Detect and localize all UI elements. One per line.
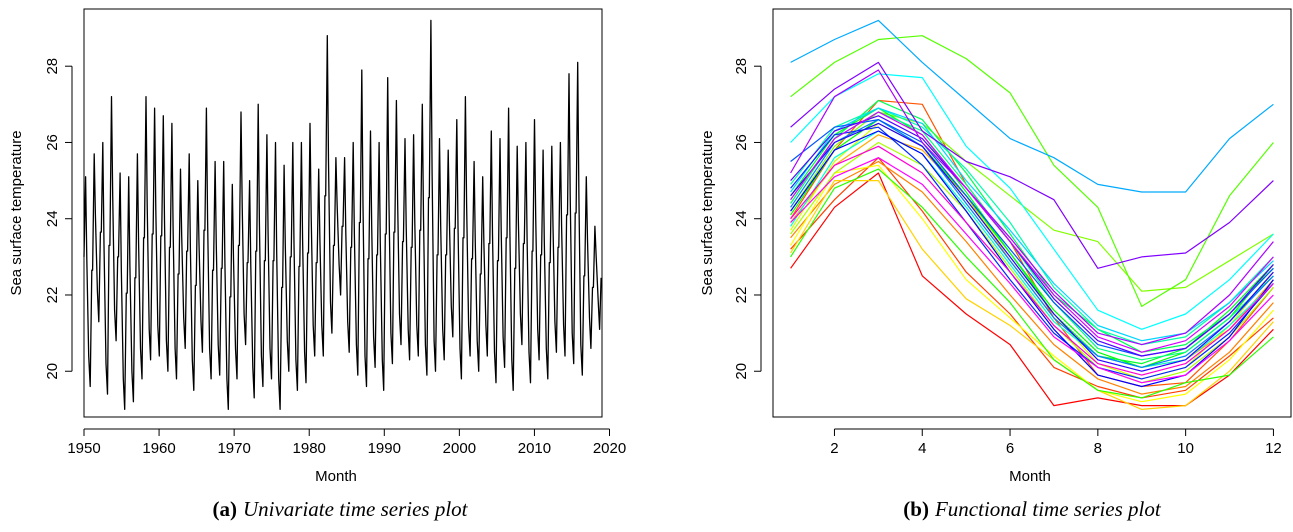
y-tick-label: 20: [733, 363, 750, 380]
series-line: [790, 107, 1274, 346]
panel-b-x-label: Month: [1009, 468, 1051, 485]
caption-b: (b) Functional time series plot: [842, 497, 1222, 522]
caption-b-label: (b): [903, 497, 929, 521]
series-line: [790, 107, 1274, 342]
series-line: [790, 73, 1274, 330]
x-tick-label: 1960: [142, 440, 175, 457]
series-line: [790, 99, 1274, 388]
series-line: [790, 126, 1274, 380]
series-line: [790, 145, 1274, 376]
panel-b-plot-box: [772, 8, 1292, 418]
panel-b-series: [790, 19, 1274, 410]
x-tick-label: 10: [1177, 440, 1194, 457]
y-tick-label: 26: [44, 134, 61, 151]
series-line: [790, 19, 1274, 193]
y-tick-label: 28: [44, 58, 61, 75]
panel-a-x-axis: 1950 1960 1970 1980 1990 2000 2010 2020: [67, 428, 626, 457]
panel-a-y-axis: 20 22 24 26 28: [44, 58, 73, 380]
x-tick-label: 2010: [518, 440, 551, 457]
series-line: [790, 119, 1274, 368]
y-tick-label: 26: [733, 134, 750, 151]
series-line: [790, 61, 1274, 269]
x-tick-label: 1970: [217, 440, 250, 457]
x-tick-label: 2020: [593, 440, 626, 457]
series-line: [790, 180, 1274, 410]
caption-a: (a) Univariate time series plot: [150, 497, 530, 522]
y-tick-label: 22: [733, 287, 750, 304]
x-tick-label: 1950: [67, 440, 100, 457]
x-tick-label: 6: [1006, 440, 1014, 457]
panel-b-y-axis: 20 22 24 26 28: [733, 58, 762, 380]
series-line: [790, 122, 1274, 372]
series-line: [790, 168, 1274, 399]
x-tick-label: 8: [1094, 440, 1102, 457]
panel-a-y-label: Sea surface temperature: [8, 130, 25, 295]
series-line: [83, 19, 602, 411]
x-tick-label: 2000: [443, 440, 476, 457]
panel-b-x-axis: 2 4 6 8 10 12: [830, 428, 1282, 457]
x-tick-label: 1980: [293, 440, 326, 457]
x-tick-label: 1990: [368, 440, 401, 457]
caption-a-label: (a): [212, 497, 237, 521]
y-tick-label: 24: [733, 210, 750, 227]
panel-b-y-label: Sea surface temperature: [699, 130, 716, 295]
panel-a-series: [83, 19, 602, 411]
y-tick-label: 28: [733, 58, 750, 75]
y-tick-label: 24: [44, 210, 61, 227]
panel-a-plot-box: [83, 8, 603, 418]
y-tick-label: 22: [44, 287, 61, 304]
series-line: [790, 35, 1274, 307]
caption-b-text: Functional time series plot: [934, 497, 1161, 521]
series-line: [790, 115, 1274, 357]
series-line: [790, 157, 1274, 384]
panel-a: 1950 1960 1970 1980 1990 2000 2010 2020 2022242…: [8, 8, 626, 485]
panel-a-x-label: Month: [315, 468, 357, 485]
series-line: [790, 160, 1274, 395]
series-line: [790, 69, 1274, 346]
x-tick-label: 4: [918, 440, 926, 457]
y-tick-label: 20: [44, 363, 61, 380]
x-tick-label: 12: [1265, 440, 1282, 457]
series-line: [790, 111, 1274, 353]
series-line: [790, 164, 1274, 403]
series-line: [790, 141, 1274, 384]
x-tick-label: 2: [830, 440, 838, 457]
caption-a-text: Univariate time series plot: [242, 497, 468, 521]
